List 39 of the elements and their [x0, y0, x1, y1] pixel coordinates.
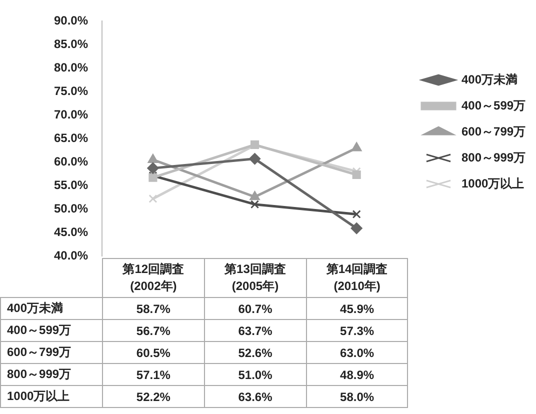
text: 600～799万: [7, 345, 72, 359]
x-tick-label: 第13回調査 (2005年): [204, 258, 306, 298]
data-label: 56.7%: [102, 320, 204, 342]
legend-label: 600～799万: [462, 124, 526, 138]
y-tick-label: 45.0%: [54, 224, 88, 239]
data-label: 57.3%: [306, 320, 408, 342]
y-tick-label: 70.0%: [54, 107, 88, 122]
y-tick-label: 65.0%: [54, 130, 88, 145]
data-label: 60.5%: [102, 342, 204, 364]
data-label: 58.7%: [102, 298, 204, 320]
y-tick-label: 40.0%: [54, 248, 88, 262]
text: 1000万以上: [7, 389, 70, 403]
data-label: 63.0%: [306, 342, 408, 364]
text: 800～999万: [7, 367, 72, 381]
legend-label: 400～599万: [462, 98, 526, 112]
data-label: 45.9%: [306, 298, 408, 320]
legend-label: 1000万以上: [462, 176, 524, 190]
y-tick-label: 55.0%: [54, 178, 88, 192]
y-tick-label: 60.0%: [54, 154, 88, 168]
y-tick-label: 50.0%: [54, 201, 88, 216]
data-label: 63.6%: [204, 386, 306, 408]
data-label: 58.0%: [306, 386, 408, 408]
x-tick-label: 第12回調査 (2002年): [102, 258, 204, 298]
y-tick-label: 75.0%: [54, 84, 88, 98]
data-label: 57.1%: [102, 364, 204, 386]
data-label: 51.0%: [204, 364, 306, 386]
data-label: 52.2%: [102, 386, 204, 408]
legend-label: 800～999万: [462, 150, 526, 164]
data-label: 63.7%: [204, 320, 306, 342]
data-label: 48.9%: [306, 364, 408, 386]
y-tick-label: 85.0%: [54, 36, 88, 51]
text: 400万未満: [7, 301, 64, 315]
y-tick-label: 90.0%: [54, 14, 88, 28]
data-label: 52.6%: [204, 342, 306, 364]
x-tick-label: 第14回調査 (2010年): [306, 258, 408, 298]
y-tick-label: 80.0%: [54, 60, 88, 74]
legend-label: 400万未満: [462, 72, 518, 86]
data-label: 60.7%: [204, 298, 306, 320]
text: 400～599万: [7, 323, 72, 337]
